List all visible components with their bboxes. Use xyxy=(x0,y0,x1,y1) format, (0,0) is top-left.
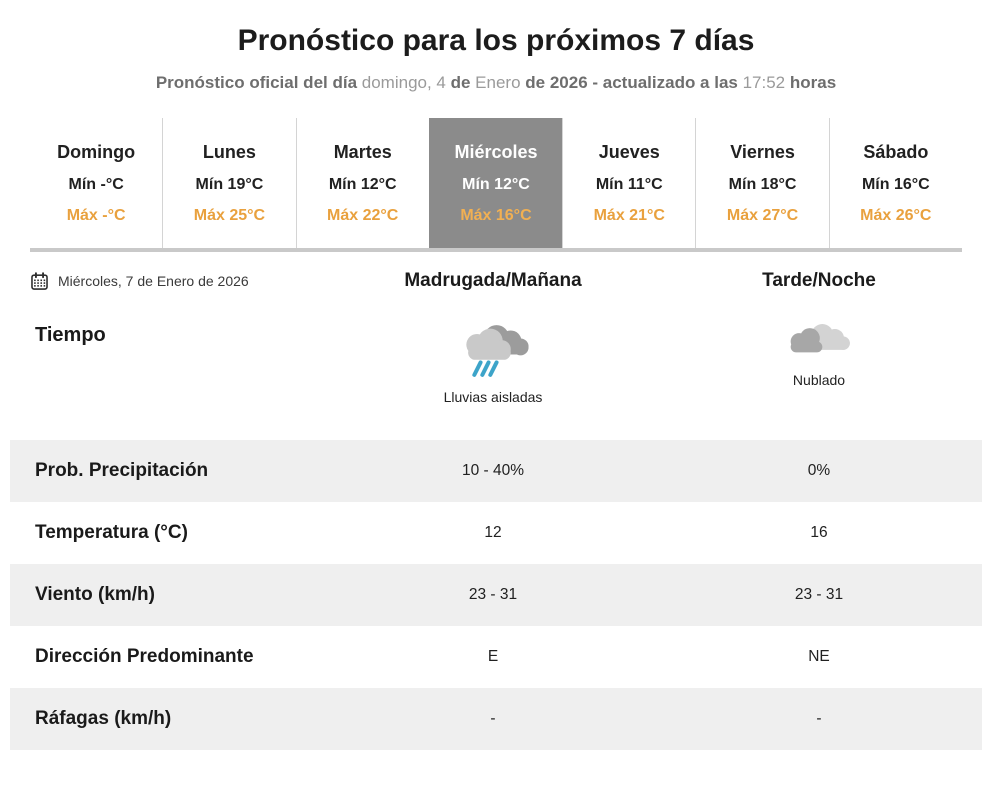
tiempo-section: Tiempo Lluvias aisladas xyxy=(10,310,982,440)
min-temp: Mín 19°C xyxy=(195,175,264,193)
row-value-tarde: - xyxy=(816,710,822,727)
row-label: Viento (km/h) xyxy=(35,584,155,605)
day-name: Sábado xyxy=(863,141,929,162)
row-value-madrugada: 10 - 40% xyxy=(461,462,525,479)
max-temp: Máx -°C xyxy=(66,206,126,224)
max-temp: Máx 22°C xyxy=(327,206,399,224)
row-value-madrugada: - xyxy=(490,710,496,727)
subtitle-segment: 17:52 xyxy=(742,73,790,92)
min-temp: Mín 12°C xyxy=(328,175,397,193)
day-tab-sabado[interactable]: Sábado Mín 16°C Máx 26°C xyxy=(828,118,962,248)
row-label: Ráfagas (km/h) xyxy=(35,708,172,729)
min-temp: Mín 18°C xyxy=(728,175,797,193)
table-row-viento: Viento (km/h) 23 - 31 23 - 31 xyxy=(10,564,982,626)
condition-label: Lluvias aisladas xyxy=(443,389,543,405)
page-title: Pronóstico para los próximos 7 días xyxy=(237,24,755,57)
condition-label: Nublado xyxy=(792,372,846,388)
row-value-madrugada: 23 - 31 xyxy=(468,586,518,603)
row-label: Temperatura (°C) xyxy=(35,522,188,543)
column-header-madrugada: Madrugada/Mañana xyxy=(404,270,582,291)
condition-tarde: Nublado xyxy=(656,310,982,432)
max-temp: Máx 21°C xyxy=(593,206,665,224)
tiempo-label: Tiempo xyxy=(35,324,106,346)
row-label: Dirección Predominante xyxy=(35,646,254,667)
detail-date: Miércoles, 7 de Enero de 2026 xyxy=(10,271,330,291)
day-tab-jueves[interactable]: Jueves Mín 11°C Máx 21°C xyxy=(562,118,696,248)
cloudy-icon xyxy=(656,318,982,365)
day-name: Lunes xyxy=(202,141,256,162)
subtitle-segment: de xyxy=(450,73,476,92)
max-temp: Máx 16°C xyxy=(460,206,532,224)
table-row-temperatura: Temperatura (°C) 12 16 xyxy=(10,502,982,564)
forecast-table: Prob. Precipitación 10 - 40% 0% Temperat… xyxy=(0,440,992,750)
max-temp: Máx 26°C xyxy=(860,206,932,224)
day-tabs: Domingo Mín -°C Máx -°C Lunes Mín 19°C M… xyxy=(30,118,962,252)
forecast-header: Pronóstico para los próximos 7 días Pron… xyxy=(0,0,992,93)
row-value-tarde: 16 xyxy=(810,524,828,541)
day-tab-domingo[interactable]: Domingo Mín -°C Máx -°C xyxy=(30,118,163,248)
table-row-rafagas: Ráfagas (km/h) - - xyxy=(10,688,982,750)
condition-madrugada: Lluvias aisladas xyxy=(330,310,656,432)
min-temp: Mín 11°C xyxy=(595,175,663,193)
table-row-precipitacion: Prob. Precipitación 10 - 40% 0% xyxy=(10,440,982,502)
subtitle-segment: Enero xyxy=(475,73,526,92)
day-tab-lunes[interactable]: Lunes Mín 19°C Máx 25°C xyxy=(162,118,296,248)
day-name: Viernes xyxy=(730,141,795,162)
max-temp: Máx 27°C xyxy=(726,206,799,224)
day-tab-miercoles[interactable]: Miércoles Mín 12°C Máx 16°C xyxy=(428,118,563,248)
day-name: Domingo xyxy=(57,141,136,162)
day-name: Miércoles xyxy=(454,141,538,162)
row-value-madrugada: 12 xyxy=(484,524,502,541)
subtitle-segment: Pronóstico oficial del día xyxy=(155,73,362,92)
row-value-tarde: 0% xyxy=(807,462,831,479)
day-name: Martes xyxy=(333,141,392,162)
min-temp: Mín 16°C xyxy=(861,175,930,193)
rain-cloud-icon xyxy=(330,318,656,382)
row-label: Prob. Precipitación xyxy=(35,460,209,481)
min-temp: Mín -°C xyxy=(68,175,124,193)
table-row-direccion: Dirección Predominante E NE xyxy=(10,626,982,688)
row-value-tarde: NE xyxy=(808,648,830,665)
max-temp: Máx 25°C xyxy=(193,206,266,224)
detail-date-text: Miércoles, 7 de Enero de 2026 xyxy=(58,273,249,289)
forecast-subtitle: Pronóstico oficial del día domingo, 4 de… xyxy=(0,73,992,93)
calendar-icon xyxy=(30,271,49,291)
subtitle-segment: horas xyxy=(789,73,837,92)
row-value-madrugada: E xyxy=(487,648,499,665)
subtitle-segment: domingo, 4 xyxy=(361,73,451,92)
day-tab-viernes[interactable]: Viernes Mín 18°C Máx 27°C xyxy=(695,118,829,248)
subtitle-segment: de 2026 - actualizado a las xyxy=(525,73,743,92)
detail-header: Miércoles, 7 de Enero de 2026 Madrugada/… xyxy=(10,252,982,310)
day-name: Jueves xyxy=(598,141,660,162)
min-temp: Mín 12°C xyxy=(462,175,530,193)
column-header-tarde: Tarde/Noche xyxy=(762,270,876,291)
row-value-tarde: 23 - 31 xyxy=(794,586,844,603)
day-tab-martes[interactable]: Martes Mín 12°C Máx 22°C xyxy=(295,118,429,248)
